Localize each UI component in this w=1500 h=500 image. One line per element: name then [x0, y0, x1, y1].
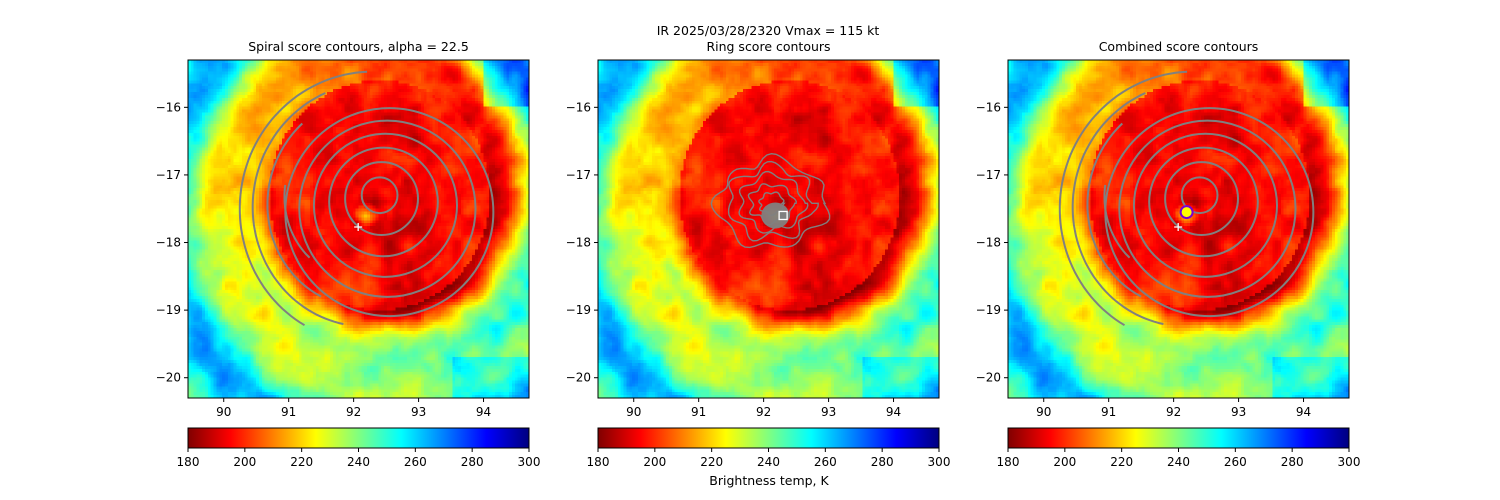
x-tick-label: 94	[1296, 405, 1311, 419]
panel-1: Spiral score contours, alpha = 22.5 90 91 9…	[156, 39, 541, 469]
colorbar	[1007, 427, 1350, 449]
colorbar-tick-label: 200	[233, 455, 256, 469]
x-tick-label: 90	[216, 405, 231, 419]
colorbar-tick-label: 260	[1224, 455, 1247, 469]
contour-ring	[298, 119, 477, 298]
x-tick-label: 93	[1231, 405, 1246, 419]
colorbar	[187, 427, 530, 449]
contour-spiral-arm	[1103, 184, 1131, 259]
y-tick-label: −19	[156, 303, 181, 317]
colorbar-tick-label: 220	[1110, 455, 1133, 469]
ring-score-core	[761, 202, 790, 229]
contour-ring	[344, 161, 419, 237]
colorbar-tick-label: 200	[643, 455, 666, 469]
colorbar-tick-label: 300	[1338, 455, 1361, 469]
y-tick-label: −19	[976, 303, 1001, 317]
y-tick-label: −19	[566, 303, 591, 317]
axes-frame	[1007, 59, 1350, 399]
contour-spiral-arm	[238, 70, 368, 327]
contour-spiral-arm	[1071, 92, 1164, 325]
panel-2: Ring score contours 90 91 92 93 94 −16 −17 −18 −1…	[566, 39, 951, 469]
contour-ring	[738, 170, 809, 234]
colorbar-tick-label: 180	[177, 455, 200, 469]
y-tick-label: −16	[566, 100, 591, 114]
panel-title: Combined score contours	[1099, 39, 1259, 54]
x-tick-label: 94	[886, 405, 901, 419]
panel-3: Combined score contours 90 91 92 93 94 −16 −17 −…	[976, 39, 1361, 469]
score-max-marker	[778, 210, 788, 221]
y-tick-label: −18	[976, 236, 1001, 250]
contour-ring	[1132, 132, 1279, 278]
colorbar-tick-label: 300	[928, 455, 951, 469]
best-track-marker	[1174, 222, 1183, 231]
brightness-heatmap	[598, 60, 939, 398]
panel-title: Spiral score contours, alpha = 22.5	[248, 39, 469, 54]
colorbar	[597, 427, 940, 449]
axes-frame	[597, 59, 940, 399]
colorbar-tick-label: 180	[997, 455, 1020, 469]
contour-spiral-arm	[1058, 70, 1188, 327]
y-tick-label: −20	[976, 371, 1001, 385]
contour-ring	[360, 176, 399, 215]
axes-frame	[187, 59, 530, 399]
x-tick-label: 93	[411, 405, 426, 419]
contour-ring	[1180, 176, 1219, 215]
x-tick-label: 92	[346, 405, 361, 419]
colorbar-tick-label: 240	[347, 455, 370, 469]
contour-ring	[1164, 161, 1239, 237]
colorbar-tick-label: 280	[1281, 455, 1304, 469]
x-tick-label: 90	[626, 405, 641, 419]
y-tick-label: −20	[156, 371, 181, 385]
figure-suptitle: IR 2025/03/28/2320 Vmax = 115 kt	[657, 23, 880, 38]
colorbar-tick-label: 300	[518, 455, 541, 469]
y-tick-label: −16	[156, 100, 181, 114]
panel-title: Ring score contours	[706, 39, 830, 54]
contour-spiral-arm	[1086, 122, 1142, 298]
x-tick-label: 92	[1166, 405, 1181, 419]
score-max-marker	[1179, 205, 1194, 220]
colorbar-tick-label: 280	[871, 455, 894, 469]
contour-ring	[1118, 119, 1297, 298]
y-tick-label: −20	[566, 371, 591, 385]
y-tick-label: −17	[156, 168, 181, 182]
colorbar-tick-label: 240	[757, 455, 780, 469]
colorbar-tick-label: 260	[404, 455, 427, 469]
colorbar-tick-label: 260	[814, 455, 837, 469]
x-tick-label: 91	[1101, 405, 1116, 419]
x-tick-label: 93	[821, 405, 836, 419]
contour-spiral-arm	[251, 92, 344, 325]
contour-layer	[238, 70, 495, 327]
colorbar-tick-label: 240	[1167, 455, 1190, 469]
colorbar-tick-label: 220	[290, 455, 313, 469]
y-tick-label: −18	[156, 236, 181, 250]
x-tick-label: 91	[281, 405, 296, 419]
contour-ring	[312, 132, 459, 278]
contour-layer	[710, 152, 831, 249]
y-tick-label: −18	[566, 236, 591, 250]
contour-ring	[727, 160, 819, 242]
x-tick-label: 92	[756, 405, 771, 419]
contour-ring	[328, 146, 439, 258]
colorbar-tick-label: 280	[461, 455, 484, 469]
colorbar-tick-label: 200	[1053, 455, 1076, 469]
colorbar-label: Brightness temp, K	[709, 473, 829, 488]
contour-spiral-arm	[283, 184, 311, 259]
y-tick-label: −17	[976, 168, 1001, 182]
best-track-marker	[354, 222, 363, 231]
y-tick-label: −16	[976, 100, 1001, 114]
x-tick-label: 91	[691, 405, 706, 419]
contour-spiral-arm	[266, 122, 322, 298]
contour-ring	[710, 152, 831, 249]
x-tick-label: 94	[476, 405, 491, 419]
colorbar-tick-label: 220	[700, 455, 723, 469]
x-tick-label: 90	[1036, 405, 1051, 419]
contour-ring	[1148, 146, 1259, 258]
colorbar-tick-label: 180	[587, 455, 610, 469]
y-tick-label: −17	[566, 168, 591, 182]
contour-layer	[1058, 70, 1315, 327]
